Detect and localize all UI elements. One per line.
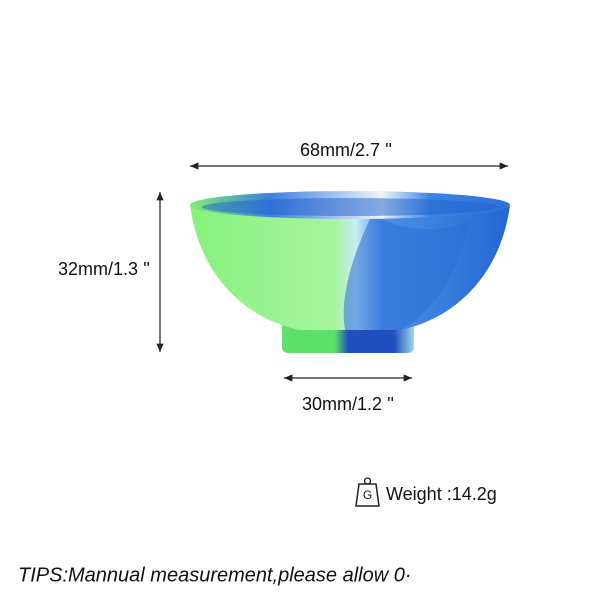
base-label: 30mm/1.2 '' [302,394,394,414]
weight-icon-letter: G [363,488,372,502]
weight-icon: G [355,477,380,507]
weight-label: Weight :14.2g [386,484,497,504]
tips: TIPS:Mannual measurement,please allow 0· [18,564,412,586]
bowl-image [190,191,510,353]
width-label: 68mm/2.7 '' [300,140,392,160]
height-label: 32mm/1.3 '' [58,259,150,279]
